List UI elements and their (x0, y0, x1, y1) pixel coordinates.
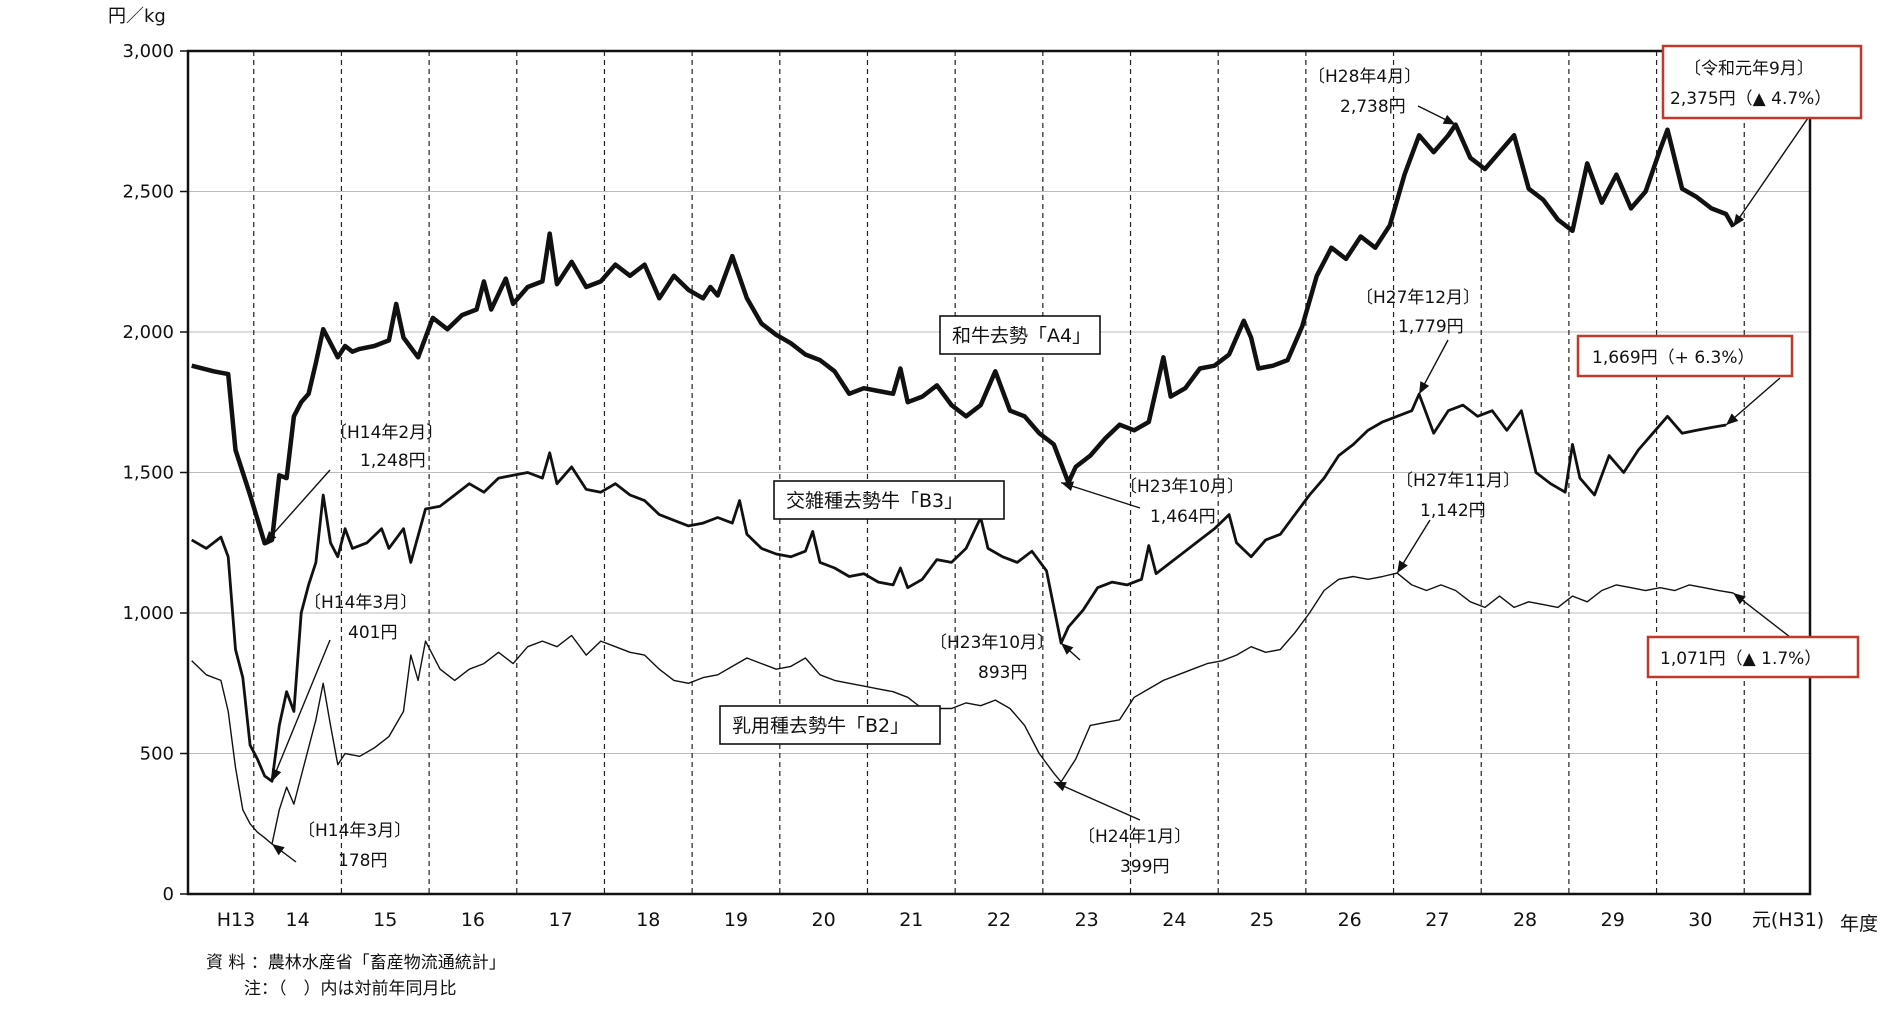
series-label-b2-text: 乳用種去勢牛「B2」 (732, 715, 909, 737)
latest-box-b2: 1,071円（▲ 1.7%） (1646, 635, 1860, 679)
x-tick-label: 24 (1162, 909, 1186, 931)
series-label-b2: 乳用種去勢牛「B2」 (719, 705, 941, 745)
x-tick-label: 19 (724, 909, 748, 931)
anno-h23oct-b3-line2: 893円 (978, 663, 1027, 683)
annotation-arrowhead (1725, 413, 1739, 426)
annotation-arrow (1053, 781, 1141, 821)
y-tick-label: 2,000 (122, 322, 174, 343)
anno-h23oct-a4-line2: 1,464円 (1150, 507, 1216, 527)
paren-note: 注：（ ）内は対前年同月比 (244, 979, 457, 999)
y-tick-label: 1,500 (122, 463, 174, 484)
x-tick-label: 21 (899, 909, 923, 931)
anno-h14feb-line2: 1,248円 (360, 451, 426, 471)
anno-h27dec-line1: 〔H27年12月〕 (1356, 288, 1480, 308)
anno-h23oct-a4-line1: 〔H23年10月〕 (1120, 477, 1244, 497)
x-axis-suffix: 年度 (1840, 913, 1878, 935)
series-line-b2 (191, 572, 1734, 845)
x-tick-label: 18 (636, 909, 660, 931)
annotation-arrowhead (1061, 481, 1075, 492)
anno-h27nov-line2: 1,142円 (1420, 501, 1486, 521)
anno-h14mar-b3-line1: 〔H14年3月〕 (304, 593, 417, 613)
anno-h14mar-b2-line1: 〔H14年3月〕 (298, 821, 411, 841)
annotation-arrowhead (1061, 643, 1074, 655)
x-tick-label: 14 (286, 909, 310, 931)
x-tick-label: 16 (461, 909, 485, 931)
anno-h14mar-b3-line2: 401円 (348, 623, 397, 643)
annotation-arrowhead (264, 531, 277, 544)
source-note: 資 料 ：農林水産省「畜産物流通統計」 (206, 953, 506, 973)
x-tick-label: 29 (1601, 909, 1625, 931)
latest-box-b2-line1: 1,071円（▲ 1.7%） (1660, 649, 1821, 669)
series-label-b3-text: 交雑種去勢牛「B3」 (786, 490, 963, 512)
x-tick-label: 30 (1688, 909, 1712, 931)
x-tick-label: 元(H31) (1752, 909, 1824, 931)
latest-box-a4-line2: 2,375円（▲ 4.7%） (1670, 89, 1831, 109)
x-tick-label: 28 (1513, 909, 1537, 931)
annotation-arrowhead (272, 843, 285, 856)
anno-h28apr-line2: 2,738円 (1340, 97, 1406, 117)
y-tick-label: 3,000 (122, 41, 174, 62)
anno-h28apr-line1: 〔H28年4月〕 (1308, 67, 1421, 87)
annotation-arrowhead (1419, 381, 1430, 395)
anno-h14mar-b2-line2: 178円 (338, 851, 387, 871)
series-label-a4-text: 和牛去勢「A4」 (952, 325, 1091, 347)
anno-h27dec-line2: 1,779円 (1398, 317, 1464, 337)
x-tick-label: 23 (1075, 909, 1099, 931)
grid-layer (180, 50, 1810, 895)
y-tick-label: 0 (163, 884, 174, 905)
series-label-a4: 和牛去勢「A4」 (939, 315, 1101, 355)
latest-box-b3-line1: 1,669円（+ 6.3%） (1592, 348, 1755, 368)
annotation-arrowhead (1053, 781, 1067, 792)
x-tick-label: 20 (812, 909, 836, 931)
arrow-layer (264, 105, 1809, 863)
annotation-arrow (271, 639, 331, 782)
series-line-b3 (190, 392, 1727, 783)
annotation-arrowhead (271, 768, 282, 782)
x-tick-label: 25 (1250, 909, 1274, 931)
plot-frame (186, 49, 1812, 896)
latest-box-a4-line1: 〔令和元年9月〕 (1684, 59, 1814, 79)
y-tick-label: 2,500 (122, 182, 174, 203)
annotation-arrow (1732, 117, 1809, 228)
x-tick-label: 26 (1338, 909, 1362, 931)
x-tick-label: 27 (1425, 909, 1449, 931)
latest-box-a4: 〔令和元年9月〕 2,375円（▲ 4.7%） (1661, 44, 1863, 120)
y-unit-label: 円／kg (108, 6, 166, 27)
annotation-arrowhead (1442, 114, 1456, 125)
y-tick-label: 500 (140, 744, 174, 765)
x-tick-label: H13 (217, 909, 255, 931)
annotation-arrow (264, 469, 331, 544)
latest-box-b3: 1,669円（+ 6.3%） (1576, 334, 1794, 378)
anno-h23oct-b3-line1: 〔H23年10月〕 (930, 633, 1054, 653)
annotation-arrowhead (1733, 593, 1746, 605)
x-tick-label: 15 (373, 909, 397, 931)
anno-h27nov-line1: 〔H27年11月〕 (1396, 471, 1520, 491)
x-tick-label: 17 (549, 909, 573, 931)
series-line-a4 (191, 122, 1736, 546)
tick-layer: 0 500 1,000 1,500 2,000 2,500 3,000 H13 14 15 16 17… (122, 41, 1824, 931)
x-tick-label: 22 (987, 909, 1011, 931)
anno-h24jan-line1: 〔H24年1月〕 (1078, 827, 1191, 847)
series-label-b3: 交雑種去勢牛「B3」 (773, 480, 1005, 520)
series-layer (190, 122, 1736, 845)
anno-h24jan-line2: 399円 (1120, 857, 1169, 877)
anno-h14feb-line1: 〔H14年2月〕 (330, 423, 443, 443)
y-tick-label: 1,000 (122, 603, 174, 624)
annotation-arrowhead (1733, 213, 1745, 227)
annotation-arrow (1060, 481, 1141, 509)
annotation-arrowhead (1397, 560, 1408, 574)
